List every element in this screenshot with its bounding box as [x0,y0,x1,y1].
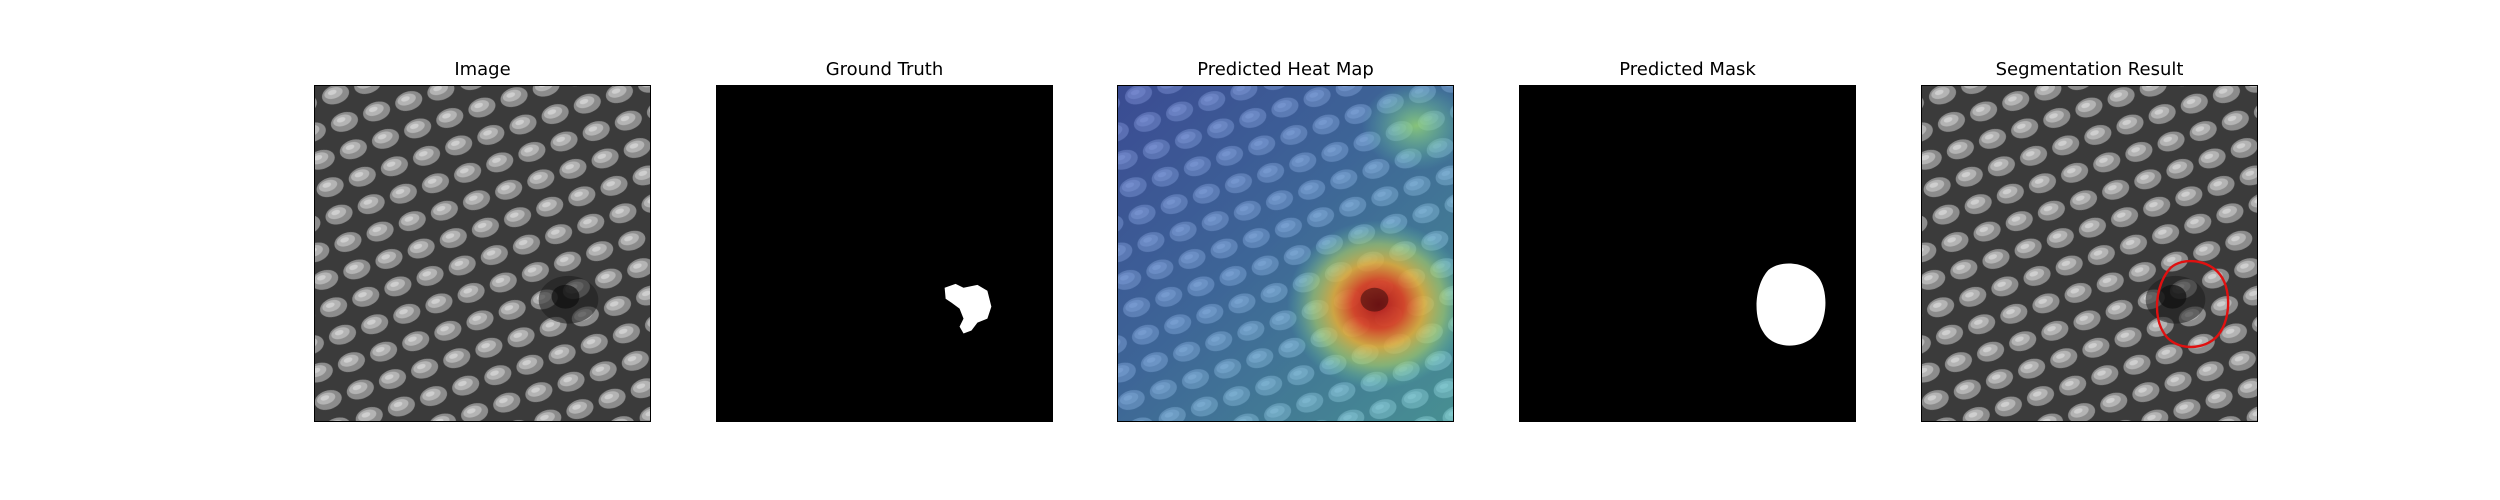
panel-title-predicted-mask: Predicted Mask [1619,59,1756,80]
ground-truth-region [944,283,992,334]
panel-segmentation-result: Segmentation Result [1921,58,2258,438]
predicted-heat-map [1117,85,1454,422]
panel-image: Image [314,58,651,438]
defect-spot [538,275,599,324]
panel-title-image: Image [454,59,511,80]
panel-title-ground-truth: Ground Truth [825,59,944,80]
panel-title-heat-map: Predicted Heat Map [1197,59,1374,80]
predicted-mask [1519,85,1856,422]
panel-title-segmentation-result: Segmentation Result [1995,59,2184,80]
predicted-mask-region [1756,263,1826,346]
ground-truth-mask [716,85,1053,422]
panel-heat-map: Predicted Heat Map [1117,58,1454,438]
segmentation-result-image [1921,85,2258,422]
panel-ground-truth: Ground Truth [716,58,1053,438]
panel-predicted-mask: Predicted Mask [1519,58,1856,438]
original-texture-image [314,85,651,422]
segmentation-outline [2155,259,2230,349]
